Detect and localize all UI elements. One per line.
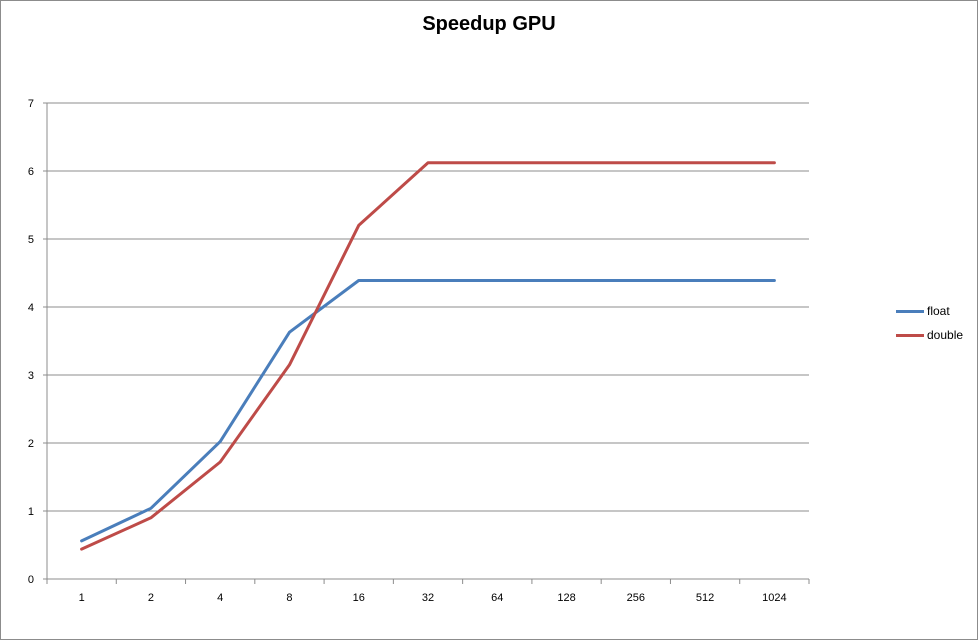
legend-label-float: float (927, 304, 950, 318)
y-tick-label: 4 (28, 302, 34, 314)
x-tick-label: 16 (353, 592, 365, 604)
y-tick-label: 6 (28, 166, 34, 178)
legend-swatch-float (896, 309, 924, 313)
x-tick-label: 128 (557, 592, 575, 604)
x-tick-label: 8 (286, 592, 292, 604)
x-tick-label: 2 (148, 592, 154, 604)
x-tick-label: 32 (422, 592, 434, 604)
x-tick-label: 1024 (762, 592, 786, 604)
y-tick-label: 5 (28, 234, 34, 246)
legend-item-float: float (896, 299, 976, 323)
y-tick-label: 1 (28, 506, 34, 518)
y-tick-label: 3 (28, 370, 34, 382)
x-tick-label: 64 (491, 592, 503, 604)
legend-label-double: double (927, 328, 964, 342)
x-tick-label: 256 (627, 592, 645, 604)
y-tick-label: 7 (28, 98, 34, 110)
x-tick-label: 1 (79, 592, 85, 604)
legend: float double (896, 299, 976, 347)
chart-title: Speedup GPU (422, 13, 556, 35)
x-tick-label: 512 (696, 592, 714, 604)
x-tick-label: 4 (217, 592, 223, 604)
series-line-double (80, 161, 776, 551)
series-line-float (80, 279, 776, 543)
legend-item-double: double (896, 323, 976, 347)
y-tick-label: 2 (28, 438, 34, 450)
y-tick-label: 0 (28, 574, 34, 586)
legend-swatch-double (896, 333, 924, 337)
